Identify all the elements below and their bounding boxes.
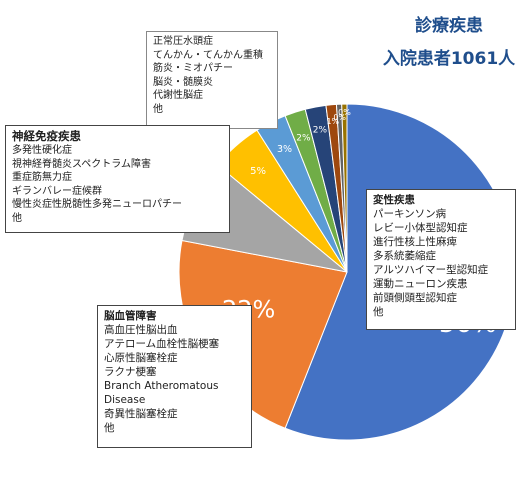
neuroimmune-disease-box: 神経免疫疾患 多発性硬化症 視神経脊髄炎スペクトラム障害 重症筋無力症 ギランバ… xyxy=(5,125,230,233)
degenerative-item: 他 xyxy=(373,306,384,318)
misc-item: 他 xyxy=(153,103,163,115)
degenerative-disease-box: 変性疾患 パーキンソン病 レビー小体型認知症 進行性核上性麻痺 多系統萎縮症 ア… xyxy=(366,189,516,330)
misc-item: 筋炎・ミオパチー xyxy=(153,63,233,74)
cerebrovascular-item: 奇異性脳塞栓症 xyxy=(104,408,178,420)
cerebrovascular-disease-box: 脳血管障害 高血圧性脳出血 アテローム血栓性脳梗塞 心原性脳塞栓症 ラクナ梗塞 … xyxy=(97,305,252,448)
neuroimmune-item: 他 xyxy=(12,212,22,224)
misc-disease-box: 正常圧水頭症 てんかん・てんかん重積 筋炎・ミオパチー 脳炎・髄膜炎 代謝性脳症… xyxy=(146,31,278,129)
misc-item: 代謝性脳症 xyxy=(153,90,203,101)
degenerative-box-title: 変性疾患 xyxy=(373,194,415,206)
neuroimmune-item: 視神経脊髄炎スペクトラム障害 xyxy=(12,158,151,170)
misc-item: 脳炎・髄膜炎 xyxy=(153,76,213,88)
neuroimmune-item: 重症筋無力症 xyxy=(12,172,72,183)
pie-slice xyxy=(341,103,348,273)
chart-title: 診療疾患 入院患者1061人 xyxy=(374,10,524,76)
cerebrovascular-item: アテローム血栓性脳梗塞 xyxy=(104,338,220,350)
pie-slice-label: 5% xyxy=(250,166,266,177)
pie-slice-label: 0% xyxy=(333,113,346,122)
misc-item: てんかん・てんかん重積 xyxy=(153,49,263,61)
degenerative-item: 前頭側頭型認知症 xyxy=(373,292,457,304)
degenerative-item: アルツハイマー型認知症 xyxy=(373,264,489,276)
degenerative-item: 多系統萎縮症 xyxy=(373,250,436,262)
pie-slice-label: 3% xyxy=(277,144,292,155)
chart-title-line-1: 診療疾患 xyxy=(415,16,483,36)
neuroimmune-item: 多発性硬化症 xyxy=(12,145,72,156)
cerebrovascular-item: Disease xyxy=(104,394,146,406)
neuroimmune-box-title: 神経免疫疾患 xyxy=(12,129,81,143)
pie-slice-label: 1% xyxy=(326,117,339,126)
chart-title-line-2: 入院患者1061人 xyxy=(382,49,516,69)
degenerative-item: 進行性核上性麻痺 xyxy=(373,236,457,248)
misc-item: 正常圧水頭症 xyxy=(153,36,213,47)
degenerative-item: レビー小体型認知症 xyxy=(373,222,468,234)
pie-slice-label: 2% xyxy=(296,133,311,143)
neuroimmune-item: 慢性炎症性脱髄性多発ニューロパチー xyxy=(12,199,182,210)
pie-slice-label: 0% xyxy=(338,108,351,117)
degenerative-item: 運動ニューロン疾患 xyxy=(373,278,468,290)
cerebrovascular-item: Branch Atheromatous xyxy=(104,380,219,392)
cerebrovascular-item: ラクナ梗塞 xyxy=(104,366,157,378)
cerebrovascular-item: 心原性脳塞栓症 xyxy=(104,352,178,364)
degenerative-item: パーキンソン病 xyxy=(373,208,447,220)
neuroimmune-item: ギランバレー症候群 xyxy=(12,185,102,197)
pie-slice-label: 2% xyxy=(313,126,328,136)
cerebrovascular-box-title: 脳血管障害 xyxy=(104,310,157,322)
cerebrovascular-item: 高血圧性脳出血 xyxy=(104,324,178,336)
cerebrovascular-item: 他 xyxy=(104,422,115,434)
